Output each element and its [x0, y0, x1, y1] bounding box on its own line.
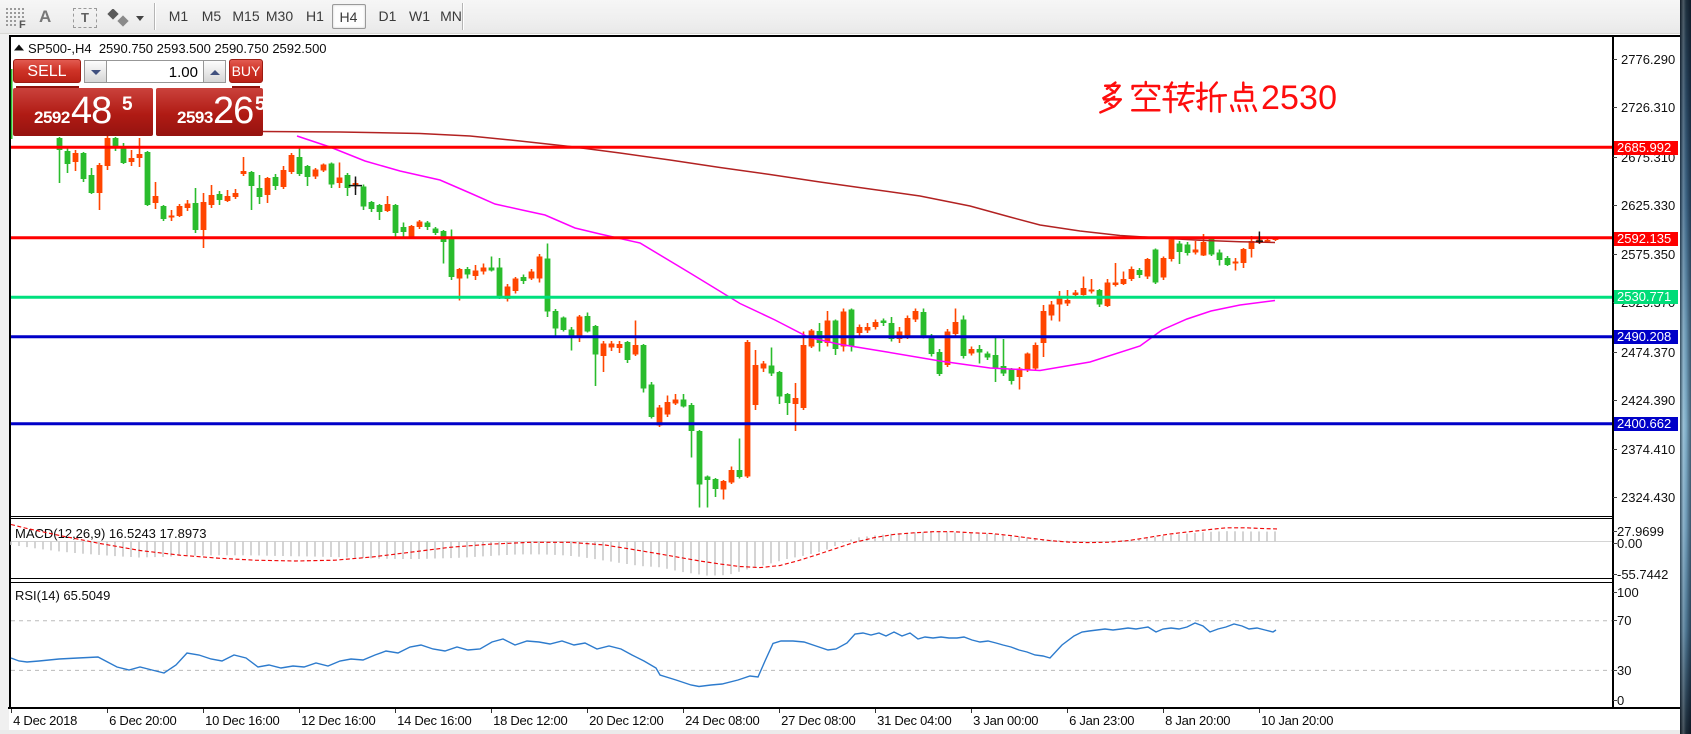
svg-text:2530: 2530: [1261, 79, 1337, 117]
svg-text:F: F: [19, 19, 26, 28]
